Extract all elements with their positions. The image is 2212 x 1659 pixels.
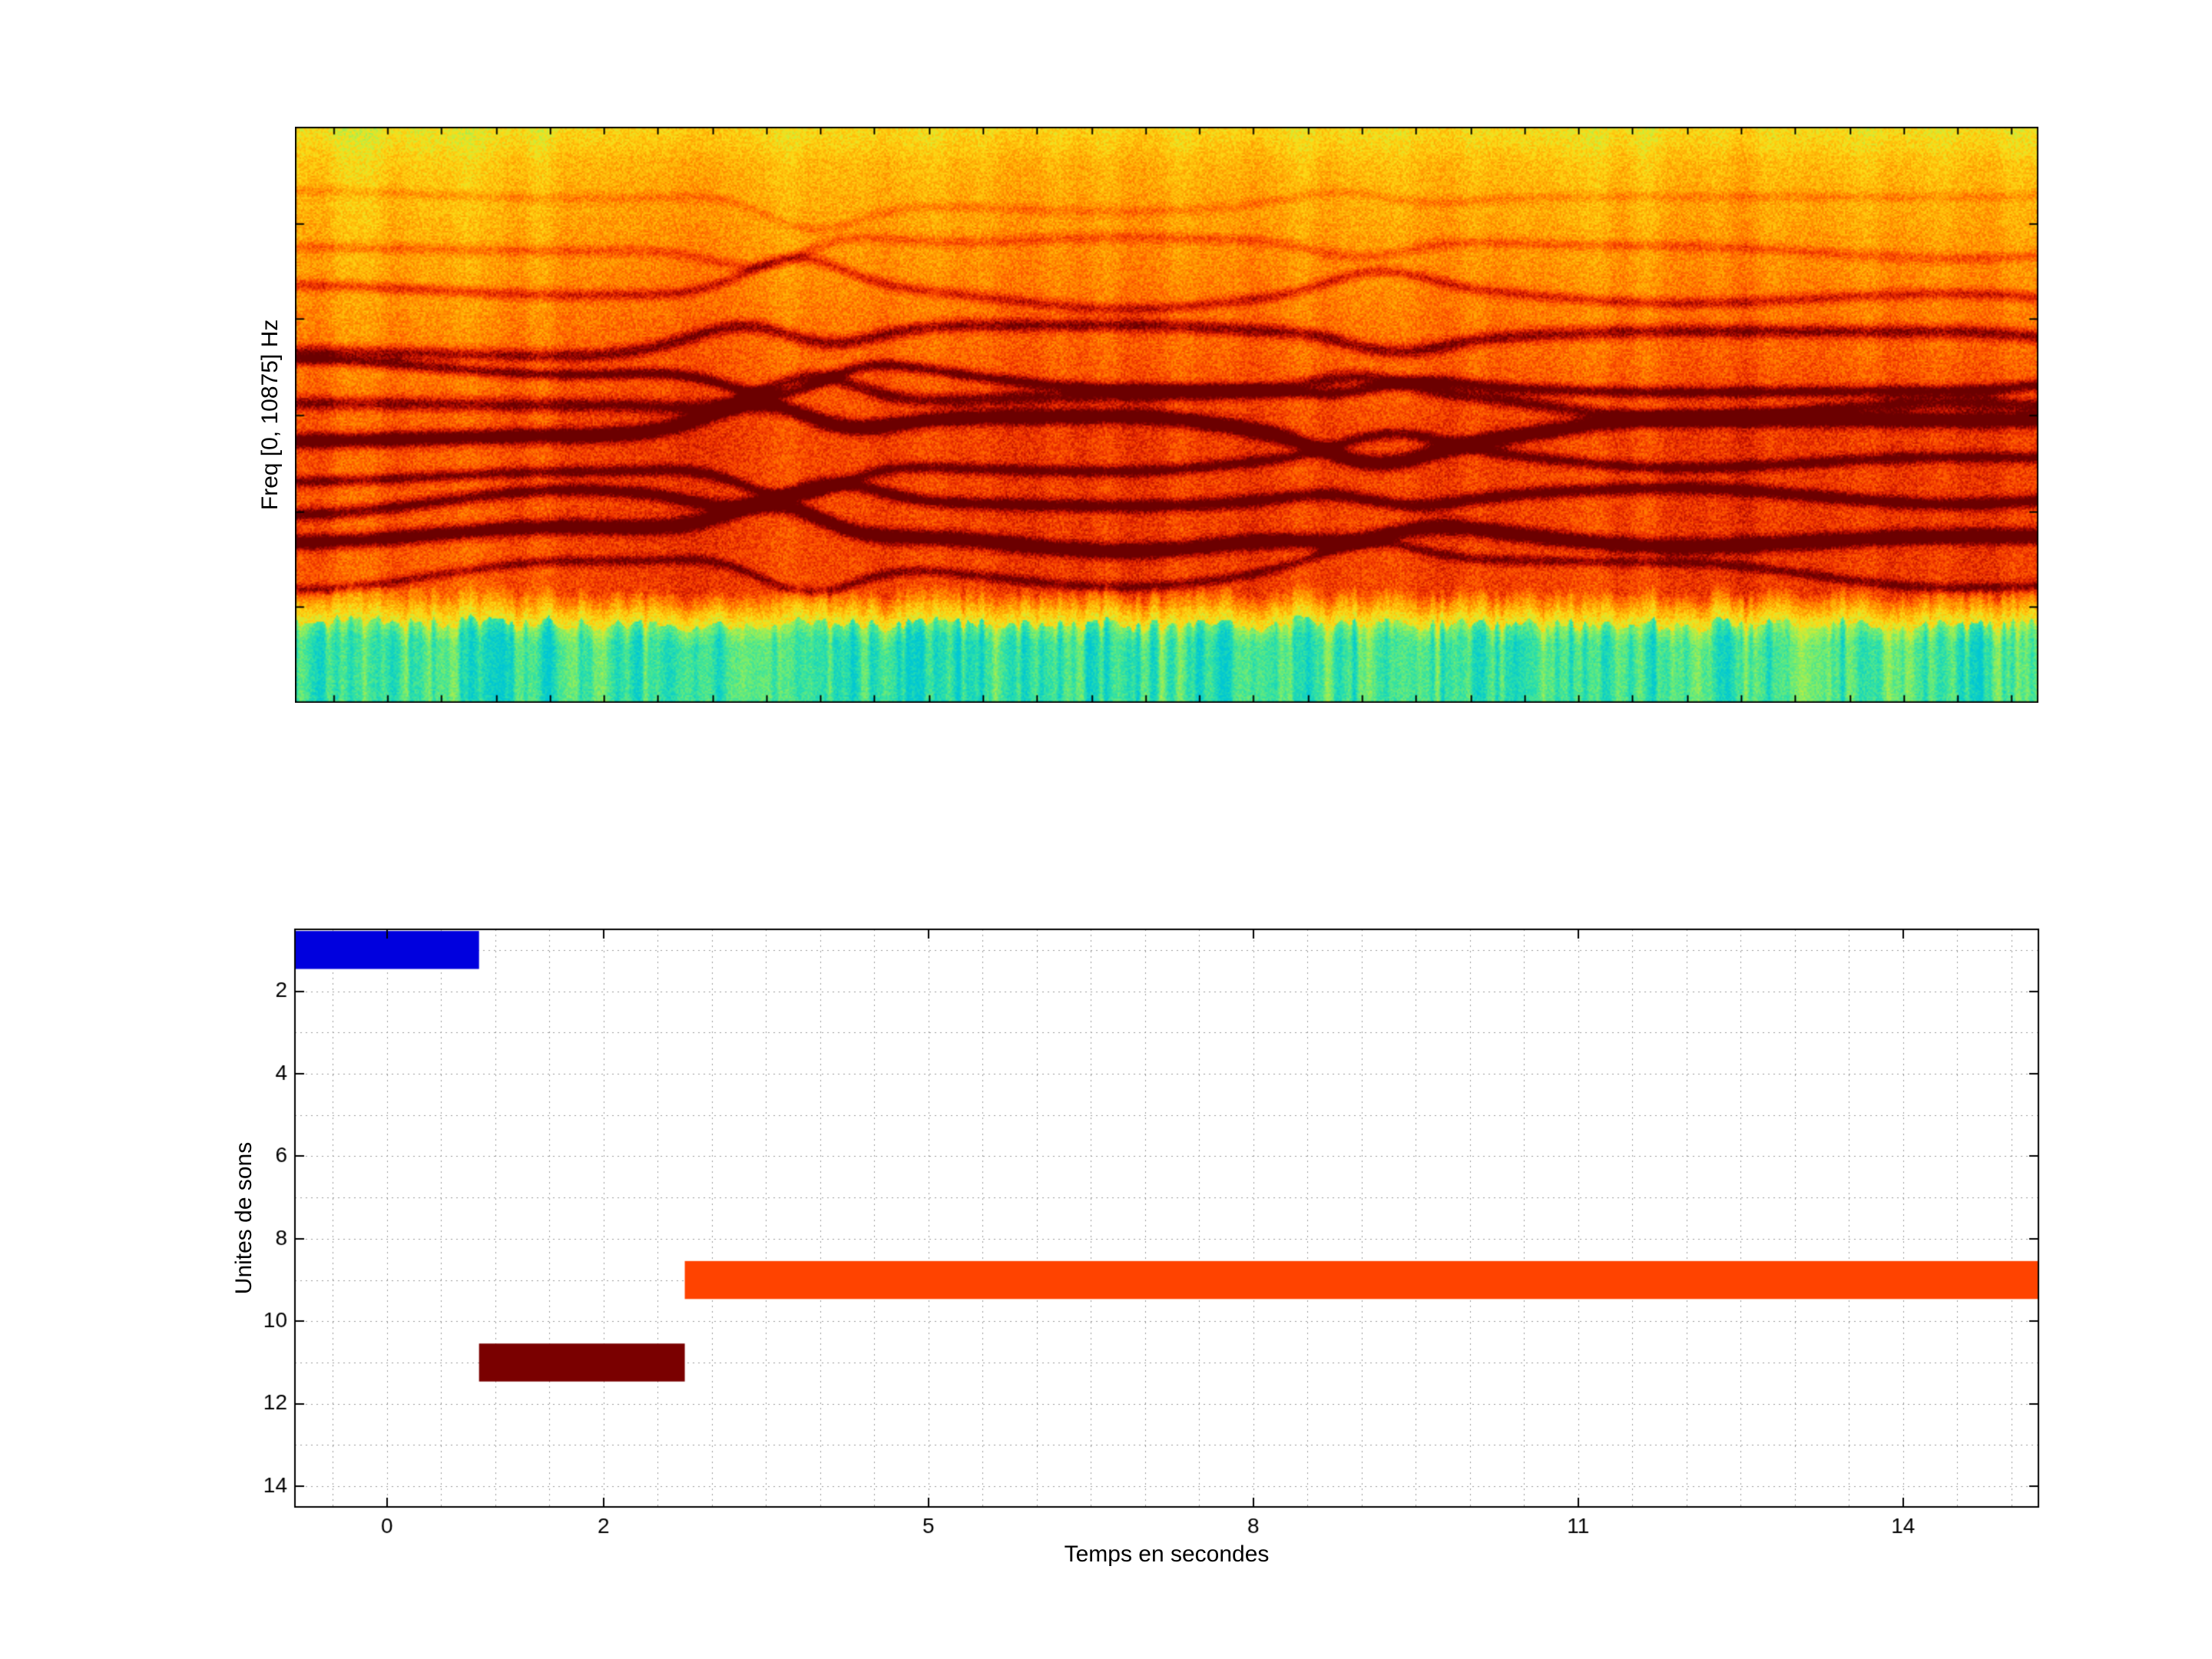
spectrogram-ylabel: Freq [0, 10875] Hz: [257, 319, 283, 511]
timeline-xlabel: Temps en secondes: [1064, 1541, 1270, 1567]
timeline-plot: [230, 899, 2120, 1590]
spectrogram-image: [295, 127, 2038, 703]
